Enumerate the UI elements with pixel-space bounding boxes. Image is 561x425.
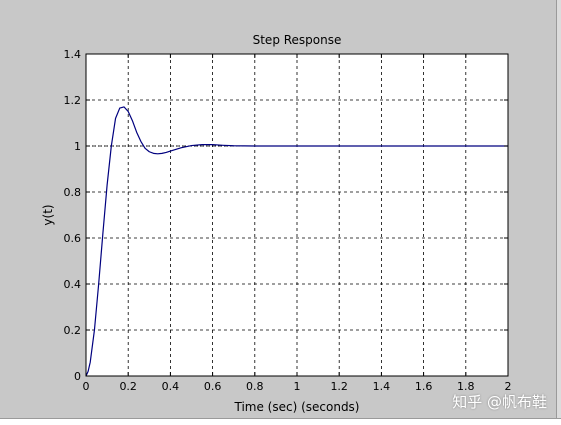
chart-title: Step Response xyxy=(253,33,342,47)
y-tick-label: 0.8 xyxy=(64,186,82,199)
window-edge xyxy=(556,0,561,424)
watermark: 知乎 @帆布鞋 xyxy=(452,393,547,411)
y-tick-label: 0 xyxy=(74,370,81,383)
x-tick-label: 2 xyxy=(505,380,512,393)
x-tick-label: 0 xyxy=(83,380,90,393)
x-tick-label: 1 xyxy=(294,380,301,393)
response-curve xyxy=(85,106,508,377)
y-tick-label: 0.6 xyxy=(64,232,82,245)
x-tick-label: 0.8 xyxy=(246,380,264,393)
x-tick-label: 1.6 xyxy=(415,380,433,393)
x-tick-label: 1.2 xyxy=(330,380,348,393)
x-tick-label: 0.6 xyxy=(204,380,222,393)
command-strip xyxy=(0,418,561,425)
x-tick-label: 1.8 xyxy=(457,380,475,393)
y-tick-label: 1.2 xyxy=(64,94,82,107)
x-axis-label: Time (sec) (seconds) xyxy=(233,400,359,414)
y-tick-label: 0.4 xyxy=(64,278,82,291)
y-tick-label: 1 xyxy=(74,140,81,153)
ticks-layer xyxy=(85,53,509,377)
tick-labels-layer: 0 0.2 0.4 0.6 0.8 1 1.2 1.4 1.6 1.8 2 0 0.2 0.4 0.6 0.8… xyxy=(64,48,512,393)
y-axis-label: y(t) xyxy=(41,204,55,225)
y-tick-label: 1.4 xyxy=(64,48,82,61)
x-tick-label: 1.4 xyxy=(373,380,391,393)
x-tick-label: 0.4 xyxy=(162,380,180,393)
y-tick-label: 0.2 xyxy=(64,324,82,337)
x-tick-label: 0.2 xyxy=(119,380,137,393)
series-layer xyxy=(85,106,508,377)
